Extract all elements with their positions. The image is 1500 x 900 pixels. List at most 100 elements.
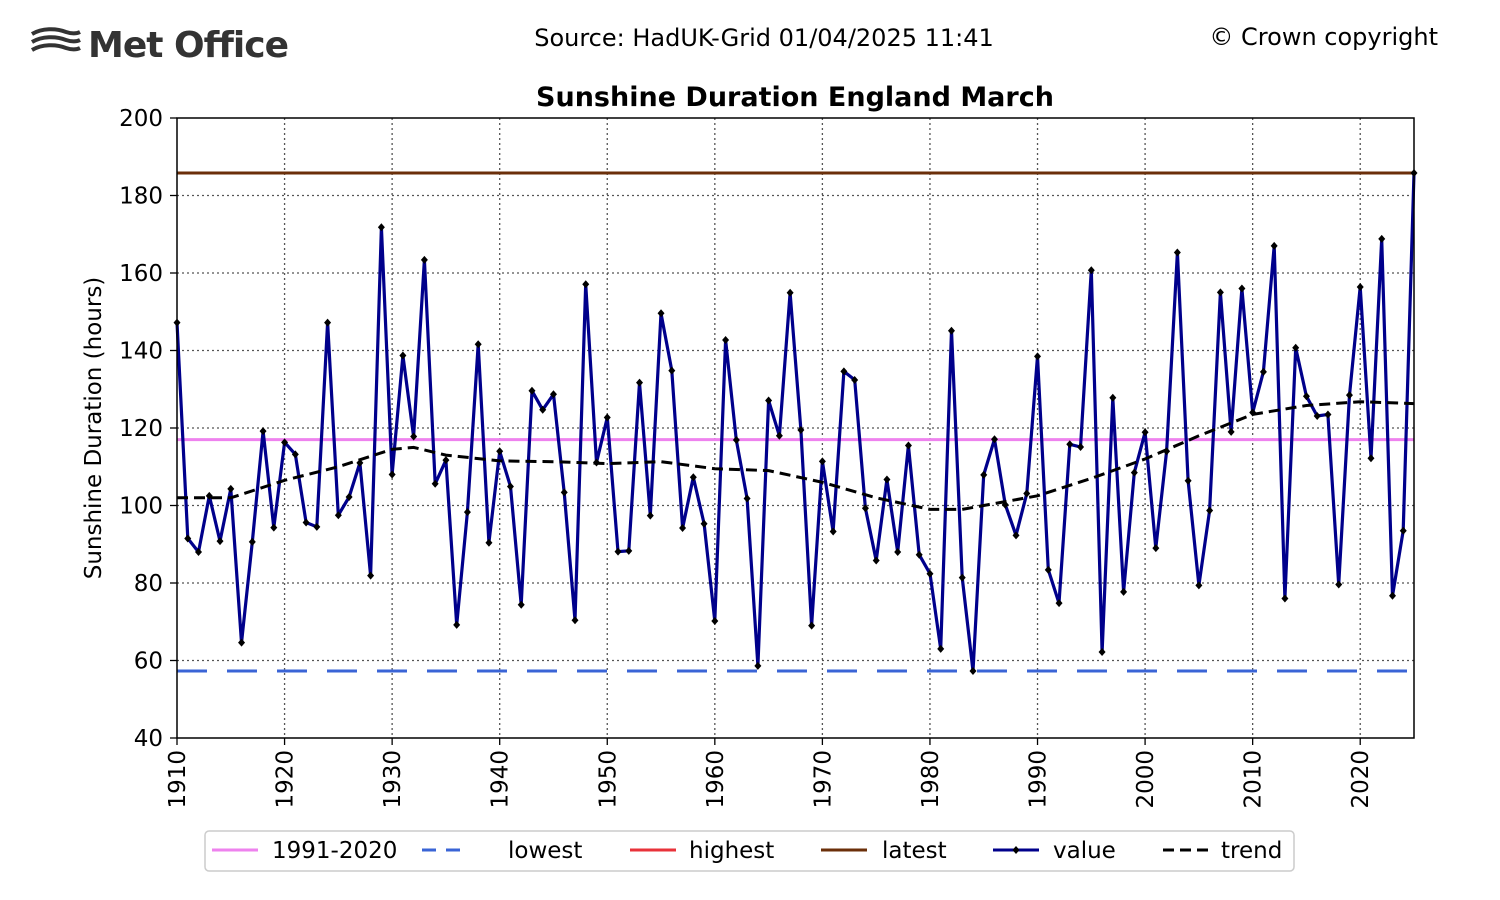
reference-lines <box>177 171 1414 673</box>
value-point <box>184 534 192 543</box>
value-point <box>657 309 665 318</box>
value-point <box>614 547 622 556</box>
value-point <box>1012 531 1020 540</box>
value-point <box>291 450 299 459</box>
value-point <box>560 488 568 497</box>
wave-logo-icon <box>30 27 81 52</box>
value-point <box>506 482 514 491</box>
y-tick-label: 180 <box>119 184 163 210</box>
value-point <box>722 336 730 345</box>
value-point <box>969 666 977 675</box>
value-point <box>1098 647 1106 656</box>
legend-item-latest: latest <box>821 838 947 864</box>
value-point <box>410 432 418 441</box>
value-point <box>388 470 396 479</box>
legend-label: trend <box>1221 838 1282 864</box>
value-point <box>646 511 654 520</box>
value-point <box>947 326 955 335</box>
x-tick-label: 1920 <box>273 750 299 809</box>
value-point <box>1173 248 1181 257</box>
value-point <box>463 508 471 517</box>
x-tick-label: 2020 <box>1348 750 1374 809</box>
y-tick-label: 80 <box>134 571 163 597</box>
value-point <box>603 413 611 422</box>
value-point <box>937 644 945 653</box>
value-point <box>861 504 869 513</box>
series-layer <box>173 169 1418 675</box>
y-tick-label: 160 <box>119 261 163 287</box>
value-point <box>754 661 762 670</box>
value-point <box>808 621 816 630</box>
legend-item-trend: trend <box>1163 838 1282 864</box>
value-point <box>259 427 267 436</box>
value-point <box>1034 352 1042 361</box>
value-point <box>904 441 912 450</box>
legend-marker <box>1012 846 1020 854</box>
chart-title: Sunshine Duration England March <box>536 82 1054 113</box>
value-point <box>1206 506 1214 515</box>
value-point <box>1141 428 1149 437</box>
value-point <box>539 405 547 414</box>
x-tick-label: 1910 <box>165 750 191 809</box>
value-point <box>399 351 407 360</box>
value-point <box>786 288 794 297</box>
value-point <box>474 340 482 349</box>
value-point <box>1259 367 1267 376</box>
grid-lines <box>177 118 1414 738</box>
value-point <box>1066 440 1074 449</box>
value-point <box>1270 241 1278 250</box>
logo-text: Met Office <box>88 25 288 66</box>
value-point <box>711 616 719 625</box>
value-point <box>420 255 428 264</box>
value-point <box>238 638 246 647</box>
trend-series-line <box>177 400 1415 511</box>
value-point <box>851 375 859 384</box>
value-point <box>1378 234 1386 243</box>
y-tick-label: 200 <box>119 106 163 132</box>
x-tick-label: 1960 <box>703 750 729 809</box>
value-point <box>1055 599 1063 608</box>
legend-label: highest <box>689 838 774 864</box>
value-point <box>549 390 557 399</box>
value-point <box>431 479 439 488</box>
value-point <box>797 425 805 434</box>
value-point <box>302 518 310 527</box>
x-tick-label: 1930 <box>380 750 406 809</box>
value-point <box>270 523 278 532</box>
value-point <box>1023 489 1031 498</box>
value-point <box>829 527 837 536</box>
x-tick-label: 1940 <box>488 750 514 809</box>
value-point <box>356 458 364 467</box>
value-series-line <box>175 172 1416 673</box>
value-point <box>313 522 321 531</box>
value-point <box>1120 587 1128 596</box>
value-point <box>1302 392 1310 401</box>
y-tick-label: 140 <box>119 339 163 365</box>
legend: 1991-2020 lowest highest latest value trend <box>204 830 1295 872</box>
value-point <box>1313 411 1321 420</box>
value-point <box>1292 343 1300 352</box>
value-point <box>324 318 332 327</box>
value-point <box>334 511 342 520</box>
value-point <box>582 280 590 289</box>
value-point <box>571 616 579 625</box>
value-point <box>1227 427 1235 436</box>
x-tick-label: 1990 <box>1026 750 1052 809</box>
value-point <box>1324 410 1332 419</box>
value-point <box>1184 476 1192 485</box>
legend-label: latest <box>882 838 947 864</box>
value-point <box>367 571 375 580</box>
value-point <box>625 546 633 555</box>
value-point <box>679 523 687 532</box>
x-tick-label: 1980 <box>918 750 944 809</box>
value-point <box>915 550 923 559</box>
x-tick-label: 2010 <box>1241 750 1267 809</box>
y-tick-label: 120 <box>119 416 163 442</box>
legend-item-lowest: lowest <box>422 838 582 864</box>
value-point <box>227 484 235 493</box>
value-point <box>1399 526 1407 535</box>
value-point <box>872 556 880 565</box>
value-point <box>743 494 751 503</box>
value-point <box>958 573 966 582</box>
